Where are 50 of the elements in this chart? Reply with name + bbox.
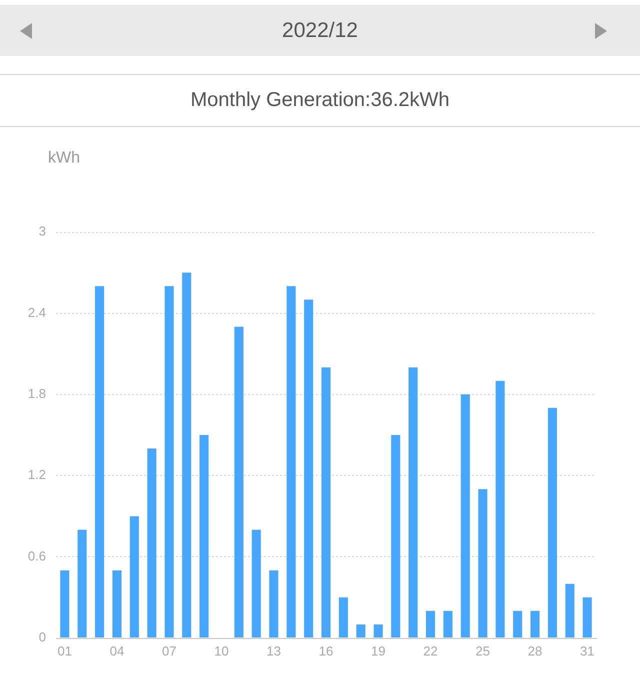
bar: [112, 570, 122, 638]
bar: [356, 624, 366, 638]
bar: [408, 367, 418, 638]
bar: [182, 272, 192, 638]
bar: [147, 448, 156, 638]
x-tick-label: 07: [162, 643, 176, 658]
bar: [426, 610, 436, 638]
bar: [200, 435, 209, 638]
bar: [234, 326, 244, 638]
x-tick-label: 10: [214, 643, 229, 658]
x-tick-label: 31: [580, 643, 595, 658]
chart-title: 2022/12: [0, 5, 640, 56]
bar: [252, 530, 261, 638]
x-tick-label: 28: [528, 643, 542, 658]
bar: [60, 570, 70, 638]
bar: [286, 286, 296, 638]
y-tick-label: 0.6: [28, 548, 46, 564]
bar: [374, 624, 383, 638]
x-tick-label: 25: [476, 643, 490, 658]
y-tick-label: 2.4: [28, 304, 46, 320]
y-tick-label: 0: [38, 630, 46, 645]
x-tick-label: 13: [266, 643, 281, 658]
bar: [548, 408, 557, 638]
x-tick-label: 22: [423, 643, 438, 658]
y-tick-label: 1.8: [28, 386, 46, 401]
x-tick-label: 04: [110, 643, 124, 658]
y-axis-title: kWh: [48, 149, 80, 166]
bar: [130, 516, 139, 638]
y-tick-label: 3: [38, 224, 46, 239]
x-tick-label: 16: [318, 643, 334, 658]
bar: [565, 584, 574, 638]
bar: [391, 435, 400, 638]
x-tick-label: 01: [57, 643, 72, 658]
bar: [478, 489, 488, 638]
bar: [269, 570, 278, 638]
bar: [338, 597, 348, 638]
x-tick-label: 19: [371, 643, 386, 658]
bar: [496, 380, 505, 638]
bar: [513, 610, 522, 638]
bar: [95, 286, 104, 638]
bar: [164, 286, 174, 638]
bar: [460, 394, 470, 638]
bar: [443, 610, 452, 638]
bar: [78, 530, 87, 638]
chart-subtitle: Monthly Generation:36.2kWh: [0, 75, 640, 126]
bar: [321, 367, 331, 638]
bar: [304, 300, 314, 638]
bar: [582, 597, 592, 638]
y-tick-label: 1.2: [28, 467, 46, 482]
bar: [530, 610, 540, 638]
